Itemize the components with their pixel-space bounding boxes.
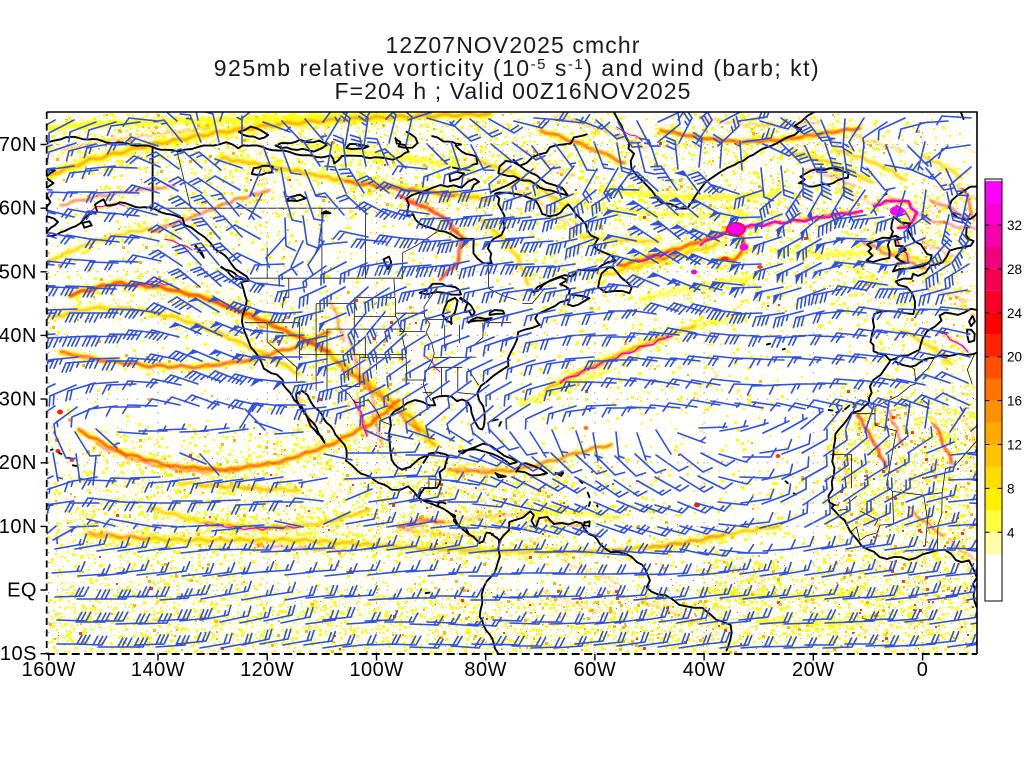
svg-text:10S: 10S: [0, 643, 37, 665]
svg-text:160W: 160W: [22, 659, 76, 681]
svg-text:50N: 50N: [0, 261, 37, 283]
svg-text:EQ: EQ: [7, 580, 37, 602]
svg-text:8: 8: [1007, 481, 1015, 496]
svg-text:70N: 70N: [0, 134, 37, 156]
svg-text:925mb relative vorticity (10-5: 925mb relative vorticity (10-5 s-1) and …: [214, 55, 820, 81]
svg-text:100W: 100W: [349, 659, 403, 681]
svg-text:10N: 10N: [0, 516, 37, 538]
svg-text:12Z07NOV2025 cmchr: 12Z07NOV2025 cmchr: [385, 32, 640, 58]
svg-text:80W: 80W: [464, 659, 507, 681]
svg-text:60N: 60N: [0, 198, 37, 220]
svg-text:28: 28: [1007, 262, 1022, 277]
svg-text:4: 4: [1007, 525, 1015, 540]
svg-text:30N: 30N: [0, 389, 37, 411]
svg-text:0: 0: [917, 659, 929, 681]
svg-text:120W: 120W: [240, 659, 294, 681]
svg-text:12: 12: [1007, 438, 1022, 453]
svg-text:60W: 60W: [574, 659, 617, 681]
svg-text:32: 32: [1007, 218, 1022, 233]
svg-text:24: 24: [1007, 306, 1023, 321]
svg-text:40N: 40N: [0, 325, 37, 347]
svg-text:16: 16: [1007, 394, 1022, 409]
svg-text:20N: 20N: [0, 452, 37, 474]
svg-text:F=204 h ; Valid 00Z16NOV2025: F=204 h ; Valid 00Z16NOV2025: [334, 78, 691, 104]
svg-text:20: 20: [1007, 350, 1022, 365]
svg-text:40W: 40W: [683, 659, 726, 681]
svg-text:20W: 20W: [792, 659, 835, 681]
svg-text:140W: 140W: [131, 659, 185, 681]
